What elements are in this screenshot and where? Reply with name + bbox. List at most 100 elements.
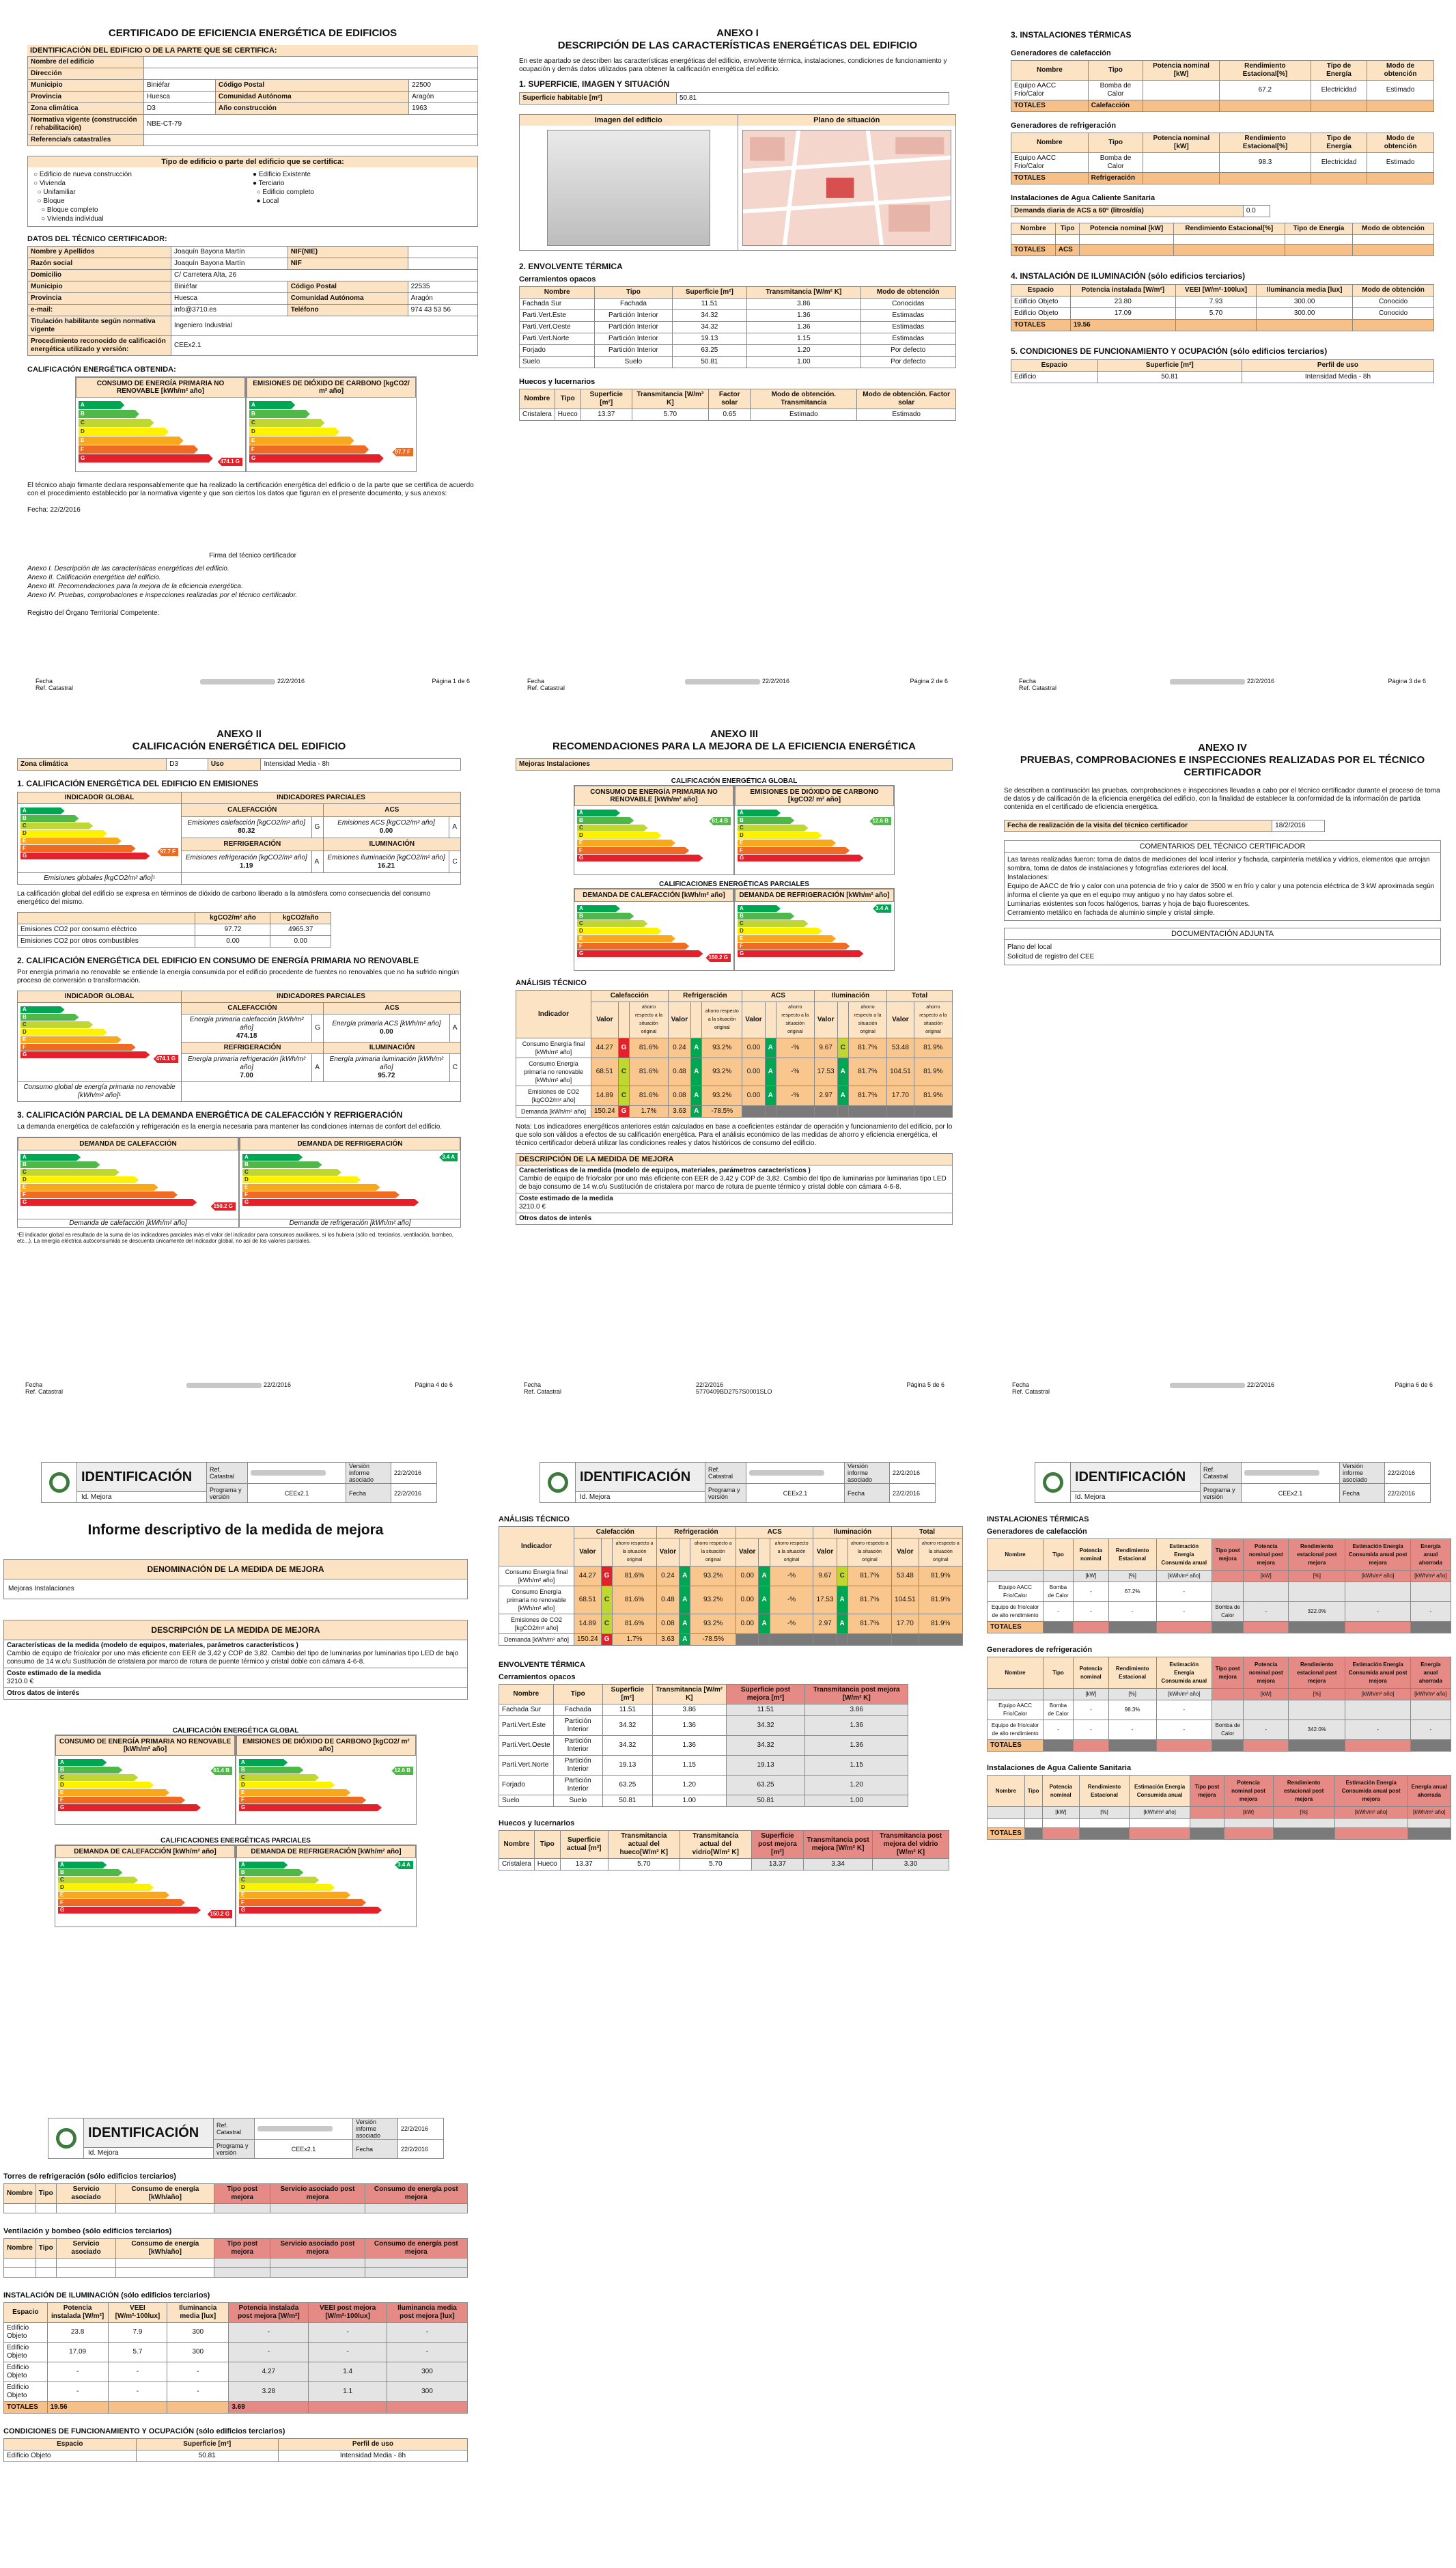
column-header: Modo de obtención. Transmitancia	[750, 389, 858, 409]
acs-energy-letter: A	[449, 1014, 461, 1043]
energy-bar-b: B	[242, 1161, 322, 1168]
table-cell: Edificio Objeto	[1011, 296, 1071, 308]
emissions-box-title: EMISIONES DE DIÓXIDO DE CARBONO [kgCO2/ …	[247, 377, 416, 398]
version-value: 22/2/2016	[401, 2125, 429, 2132]
annex-label: ANEXO I	[716, 27, 759, 39]
letter-cell: A	[690, 1058, 703, 1086]
table-cell: Forjado	[519, 344, 596, 357]
section-title: IDENTIFICACIÓN DEL EDIFICIO O DE LA PART…	[27, 45, 478, 56]
table-cell: Parti.Vert.Oeste	[519, 321, 596, 333]
value-cell	[735, 1633, 759, 1646]
measure-name-table: DENOMINACIÓN DE LA MEDIDA DE MEJORA Mejo…	[3, 1559, 468, 1599]
energy-bar-g: G	[58, 1907, 201, 1914]
id-row: Municipio Biniéfar Código Postal 22500	[27, 79, 478, 92]
sub-header: Valor	[735, 1538, 759, 1566]
table-cell: Partición Interior	[552, 1735, 603, 1756]
column-header: Calefacción	[574, 1526, 657, 1538]
building-type-box: Tipo de edificio o parte del edificio qu…	[27, 156, 478, 227]
acs-demand-value: 0.0	[1242, 205, 1271, 217]
windows-table: Nombre Tipo Superficie actual [m²] Transmit…	[499, 1830, 949, 1870]
surface-value: 50.81	[676, 92, 949, 105]
intro-text: Se describen a continuación las pruebas,…	[1004, 787, 1440, 811]
page-title: CERTIFICADO DE EFICIENCIA ENERGÉTICA DE …	[108, 27, 397, 39]
column-header: Total	[891, 1526, 963, 1538]
table-cell: 1.36	[804, 1735, 908, 1756]
value-cell	[813, 1105, 838, 1118]
id-label: Dirección	[27, 68, 144, 80]
measure-characteristics-value: Cambio de equipo de frío/calor por uno m…	[7, 1650, 459, 1666]
version-label: Versión informe asociado	[1340, 1463, 1385, 1483]
saving-cell: -%	[775, 1038, 815, 1058]
totals-cell: Refrigeración	[1087, 172, 1144, 184]
demand-explanation: La demanda energética de calefacción y r…	[17, 1123, 443, 1131]
attachments-title: DOCUMENTACIÓN ADJUNTA	[1005, 928, 1440, 940]
page-title: RECOMENDACIONES PARA LA MEJORA DE LA EFI…	[552, 741, 916, 752]
energy-bar-f: F	[738, 943, 850, 950]
table-row	[1011, 234, 1434, 245]
value-cell: 14.89	[591, 1086, 619, 1106]
table-cell: Conocidas	[860, 298, 956, 310]
unit-cell: [kW]	[1243, 1570, 1289, 1582]
table-row: Fachada Sur Fachada 11.51 3.86 11.51 3.86	[499, 1704, 908, 1716]
sub-header: ahorro respecto a la situación original	[918, 1538, 963, 1566]
letter-cell: A	[758, 1614, 770, 1634]
letter-cell: A	[679, 1586, 691, 1614]
table-row: Demanda [kWh/m² año] 150.24 G 1.7% 3.63 A -78.…	[516, 1105, 953, 1118]
table-cell: 1.15	[652, 1755, 727, 1776]
value-cell: 17.53	[813, 1586, 837, 1614]
table-cell: 4965.37	[270, 924, 331, 936]
operation-table: Espacio Superficie [m²] Perfil de uso Edifi…	[3, 2438, 468, 2462]
cadastral-label: Ref. Catastral	[1201, 1463, 1242, 1483]
column-header: Potencia nominal	[1072, 1538, 1109, 1571]
column-header: Rendimiento Estacional[%]	[1219, 133, 1311, 153]
energy-bar-g: G	[577, 855, 703, 861]
energy-bar-c: C	[58, 1877, 138, 1883]
table-row: Equipo de frío/calor de alto rendimiento…	[987, 1720, 1451, 1740]
table-cell	[1288, 1700, 1346, 1720]
global-energy-label: Consumo global de energía primaria no re…	[17, 1081, 182, 1102]
table-cell: 1.1	[308, 2381, 387, 2402]
attachments-body: Plano del local Solicitud de registro del…	[1005, 940, 1440, 965]
totals-row: TOTALES Refrigeración	[1011, 172, 1434, 184]
page-footer: Fecha Ref. Catastral 22/2/2016 Página 1 d…	[36, 678, 470, 691]
zone-value: D3	[166, 758, 208, 771]
tech-label: Provincia	[27, 292, 171, 305]
table-cell: 300	[386, 2381, 468, 2402]
signature-label: Firma del técnico certificador	[209, 552, 296, 560]
table-row: Emisiones de CO2 [kgCO2/m² año] 14.89 C 81.…	[516, 1086, 953, 1106]
letter-cell: A	[764, 1086, 776, 1106]
table-cell: 5.70	[679, 1858, 752, 1870]
table-cell: 1.00	[652, 1795, 727, 1807]
table-cell: -	[1243, 1601, 1289, 1622]
tech-row: e-mail: info@3710.es Teléfono 974 43 53 56	[27, 304, 478, 316]
footer-date-label: Fecha	[524, 1381, 542, 1388]
footer-cadastral-ref: 5770409BD2757S0001SLO	[695, 1388, 772, 1395]
energy-bar-d: D	[249, 428, 339, 436]
column-header: Tipo post mejora	[1212, 1657, 1244, 1689]
value-cell	[886, 1105, 914, 1118]
unit-cell: [kW]	[1072, 1688, 1109, 1700]
surface-table: Superficie habitable [m²] 50.81	[519, 92, 949, 105]
column-header: Tipo post mejora	[1190, 1775, 1224, 1807]
lighting-header: ILUMINACIÓN	[322, 838, 461, 852]
unit-cell: [kWh/m² año]	[1410, 1570, 1451, 1582]
table-cell: Parti.Vert.Oeste	[499, 1735, 554, 1756]
letter-cell: A	[690, 1086, 703, 1106]
opaque-walls-table: Nombre Tipo Superficie [m²] Transmitancia […	[499, 1684, 908, 1807]
type-option: ○ Edificio de nueva construcción	[33, 171, 132, 178]
measure-description-table: DESCRIPCIÓN DE LA MEDIDA DE MEJORA Carac…	[3, 1620, 468, 1700]
table-cell: -	[46, 2362, 109, 2382]
emissions-box-title: EMISIONES DE DIÓXIDO DE CARBONO [kgCO2/ …	[735, 786, 894, 806]
comment-line: Luminarias existentes son focos halógeno…	[1007, 900, 1250, 908]
heating-demand-scale: A B C D E F G 150.2 G	[55, 1858, 235, 1927]
unit-cell: [%]	[1272, 1806, 1335, 1819]
totals-label: TOTALES	[987, 1621, 1044, 1633]
energy-bar-b: B	[20, 1014, 79, 1021]
partial-indicators-header: INDICADORES PARCIALES	[181, 792, 461, 804]
rating-marker: 474.1 G	[153, 1055, 178, 1063]
windows-table: Nombre Tipo Superficie [m²] Transmitancia […	[519, 389, 956, 421]
table-cell: Equipo AACC Frio/Calor	[1011, 80, 1089, 100]
primary-energy-scale: A B C D E F G 474.1 G	[76, 398, 245, 471]
table-cell	[1243, 1700, 1289, 1720]
sub-header: Valor	[656, 1538, 680, 1566]
